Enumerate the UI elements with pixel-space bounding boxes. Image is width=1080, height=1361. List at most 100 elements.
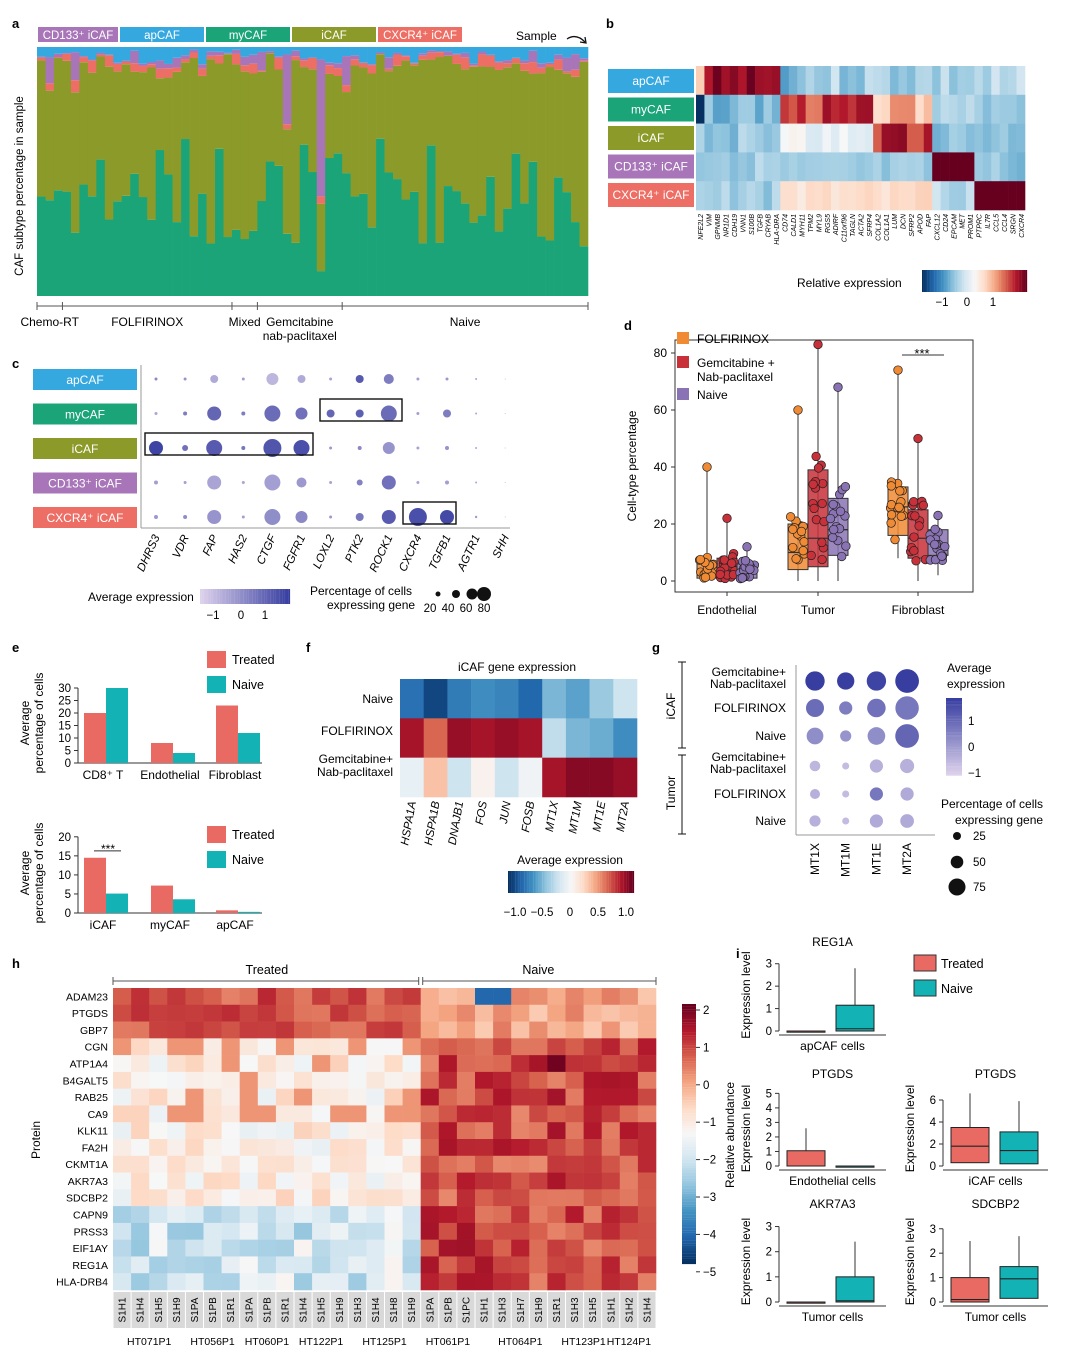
heat-cell — [475, 1239, 494, 1257]
bar-segment-CXCR4 — [215, 55, 224, 64]
patient-label-7: HT123P1 — [561, 1336, 606, 1348]
heat-cell — [167, 1021, 186, 1039]
bar-segment-CXCR4 — [164, 68, 173, 78]
heat-cell — [864, 181, 874, 211]
heat-cell — [275, 1004, 295, 1022]
colorbar-step — [946, 708, 962, 711]
gene-label-11: AGTR1 — [455, 533, 483, 574]
panel-f-heatmap: iCAF gene expression NaiveFOLFIRINOXGemc… — [317, 660, 638, 919]
heat-cell — [529, 1088, 548, 1106]
heat-cell — [475, 1206, 494, 1224]
heat-cell — [864, 152, 874, 182]
heat-cell — [384, 1222, 403, 1240]
row-swatch-1 — [33, 403, 137, 425]
heat-cell — [613, 718, 638, 758]
colorbar-step — [946, 763, 962, 765]
colorbar-step — [529, 871, 532, 893]
point — [828, 499, 838, 510]
dot — [806, 727, 824, 745]
heat-cell — [348, 1038, 367, 1056]
bar-segment-myCAF — [282, 233, 292, 296]
colorbar-step — [682, 1154, 696, 1158]
heat-cell — [294, 1239, 313, 1257]
heat-cell — [619, 1256, 639, 1274]
heat-cell — [366, 1273, 385, 1291]
colorbar-step — [946, 756, 962, 759]
dot — [329, 377, 333, 381]
heat-cell — [637, 1021, 657, 1039]
dot — [355, 409, 364, 418]
point — [909, 497, 919, 507]
colorbar-step — [682, 1126, 696, 1129]
bar-segment-CD133 — [477, 51, 487, 55]
gene-label-1: VIM — [707, 214, 714, 227]
heat-cell — [583, 1256, 602, 1274]
gene-label-7: PTK2 — [343, 533, 366, 565]
heat-cell — [131, 1071, 150, 1089]
colorbar-step — [992, 270, 994, 292]
gene-label-33: PTPRC — [977, 213, 984, 238]
heat-cell — [330, 1172, 349, 1190]
heat-cell — [619, 1222, 639, 1240]
heat-cell — [294, 1189, 313, 1207]
heat-cell — [312, 1105, 331, 1123]
heat-cell — [696, 123, 705, 153]
point — [895, 486, 905, 496]
gene-label-12: SHH — [491, 533, 512, 561]
dot — [154, 480, 158, 485]
heat-cell — [366, 1155, 385, 1173]
point — [798, 546, 808, 556]
heat-cell — [348, 1088, 367, 1106]
colorbar-step — [682, 1139, 696, 1142]
heat-cell — [348, 1071, 367, 1089]
bar-segment-myCAF — [172, 222, 182, 296]
colorbar-step — [682, 1056, 696, 1059]
bar-segment-apCAF — [155, 47, 165, 61]
dot — [869, 814, 884, 828]
heat-cell — [493, 1256, 512, 1274]
column-label-9: S1R1 — [280, 1297, 291, 1322]
gene-label-25: SFRP2 — [909, 214, 916, 237]
size-legend-value-3: 80 — [478, 603, 491, 615]
bar-segment-CXCR4 — [401, 56, 411, 61]
heat-cell — [696, 152, 705, 182]
heat-cell — [438, 1088, 458, 1106]
bar-segment-myCAF — [147, 219, 156, 296]
heat-cell — [456, 1122, 476, 1140]
heat-cell — [113, 1071, 132, 1089]
colorbar-step — [953, 270, 956, 292]
colorbar-step — [682, 1160, 696, 1163]
bar-segment-iCAF — [393, 65, 402, 180]
colorbar-step — [927, 270, 930, 292]
colorbar-step — [946, 767, 962, 770]
bar-segment-apCAF — [291, 47, 301, 51]
colorbar-step — [509, 871, 512, 893]
heat-cell — [1008, 152, 1017, 182]
box-treated — [786, 1030, 826, 1033]
dot — [326, 409, 335, 418]
heat-cell — [511, 1122, 530, 1140]
bar-segment-CD133 — [579, 58, 589, 61]
subplot-title-4: SDCBP2 — [971, 1197, 1019, 1211]
heat-cell — [547, 1004, 566, 1022]
heat-cell — [830, 94, 840, 124]
protein-label-4: ATP1A4 — [70, 1059, 108, 1071]
row-swatch-3 — [608, 154, 694, 179]
dot — [416, 446, 420, 450]
heat-cell — [330, 1239, 349, 1257]
heat-cell — [149, 1021, 168, 1039]
heat-cell — [583, 1139, 602, 1157]
bar-segment-CD133 — [62, 53, 72, 54]
legend-swatch-0 — [677, 332, 689, 344]
bar-segment-iCAF — [223, 54, 233, 238]
sample-arrow-icon — [566, 35, 586, 43]
dot — [504, 378, 506, 380]
size-legend-value-2: 75 — [973, 882, 986, 894]
row-label-1: FOLFIRINOX — [321, 724, 393, 738]
dot — [207, 510, 222, 524]
dot — [183, 377, 187, 381]
heat-cell — [637, 1055, 657, 1073]
heat-cell — [330, 1155, 349, 1173]
heat-cell — [294, 1155, 313, 1173]
colorbar-step — [682, 1024, 696, 1028]
